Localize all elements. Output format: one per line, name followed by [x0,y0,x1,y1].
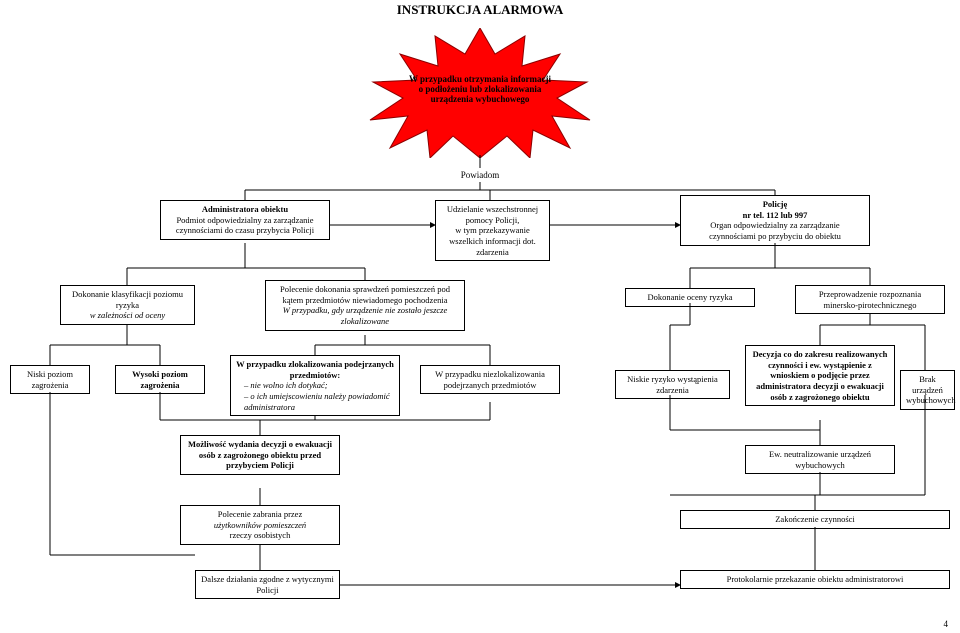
box-protokol: Protokolarnie przekazanie obiektu admini… [680,570,950,589]
box-polecenie-spr: Polecenie dokonania sprawdzeń pomieszcze… [265,280,465,331]
wysoki-text: Wysoki poziom zagrożenia [132,369,188,390]
box-wysoki: Wysoki poziom zagrożenia [115,365,205,394]
pomoc-sub: w tym przekazywanie wszelkich informacji… [441,225,544,257]
page-number: 4 [944,619,949,629]
zlok-b1: nie wolno ich dotykać; [250,380,327,390]
page-title: INSTRUKCJA ALARMOWA [0,2,960,18]
admin-sub: Podmiot odpowiedzialny za zarządzanie cz… [166,215,324,236]
admin-title: Administratora obiektu [166,204,324,215]
box-niezlok: W przypadku niezlokalizowania podejrzany… [420,365,560,394]
klasyf-sub: w zależności od oceny [66,310,189,321]
box-decyzja: Decyzja co do zakresu realizowanych czyn… [745,345,895,406]
box-neutral: Ew. neutralizowanie urządzeń wybuchowych [745,445,895,474]
box-admin: Administratora obiektu Podmiot odpowiedz… [160,200,330,240]
box-mozliwosc: Możliwość wydania decyzji o ewakuacji os… [180,435,340,475]
zabranie-l1: Polecenie zabrania przez [186,509,334,520]
zabranie-l3: rzeczy osobistych [186,530,334,541]
box-ocena: Dokonanie oceny ryzyka [625,288,755,307]
box-dalsze: Dalsze działania zgodne z wytycznymi Pol… [195,570,340,599]
decyzja-text: Decyzja co do zakresu realizowanych czyn… [753,349,888,402]
polecenie-spr-sub: W przypadku, gdy urządzenie nie zostało … [271,305,459,326]
box-rozpoznanie: Przeprowadzenie rozpoznania minersko-pir… [795,285,945,314]
star-text: W przypadku otrzymania informacji o podł… [365,74,595,104]
star-burst: W przypadku otrzymania informacji o podł… [365,28,595,158]
mozliwosc-text: Możliwość wydania decyzji o ewakuacji os… [188,439,332,470]
policja-title: Policję [686,199,864,210]
klasyf-title: Dokonanie klasyfikacji poziomu ryzyka [66,289,189,310]
zabranie-l2: użytkowników pomieszczeń [186,520,334,531]
powiadom-label: Powiadom [0,170,960,180]
zlok-b2: o ich umiejscowieniu należy powiadomić a… [244,391,390,412]
box-pomoc: Udzielanie wszechstronnej pomocy Policji… [435,200,550,261]
box-niskie-ryz: Niskie ryzyko wystąpienia zdarzenia [615,370,730,399]
polecenie-spr-title: Polecenie dokonania sprawdzeń pomieszcze… [271,284,459,305]
box-brak: Brak urządzeń wybuchowych [900,370,955,410]
box-klasyf: Dokonanie klasyfikacji poziomu ryzyka w … [60,285,195,325]
pomoc-title: Udzielanie wszechstronnej pomocy Policji… [441,204,544,225]
policja-sub: Organ odpowiedzialny za zarządzanie czyn… [686,220,864,241]
box-zlok: W przypadku zlokalizowania podejrzanych … [230,355,400,416]
policja-line2: nr tel. 112 lub 997 [686,210,864,221]
box-zabranie: Polecenie zabrania przez użytkowników po… [180,505,340,545]
zlok-title: W przypadku zlokalizowania podejrzanych … [236,359,394,380]
box-niski: Niski poziom zagrożenia [10,365,90,394]
box-zakon: Zakończenie czynności [680,510,950,529]
box-policja: Policję nr tel. 112 lub 997 Organ odpowi… [680,195,870,246]
